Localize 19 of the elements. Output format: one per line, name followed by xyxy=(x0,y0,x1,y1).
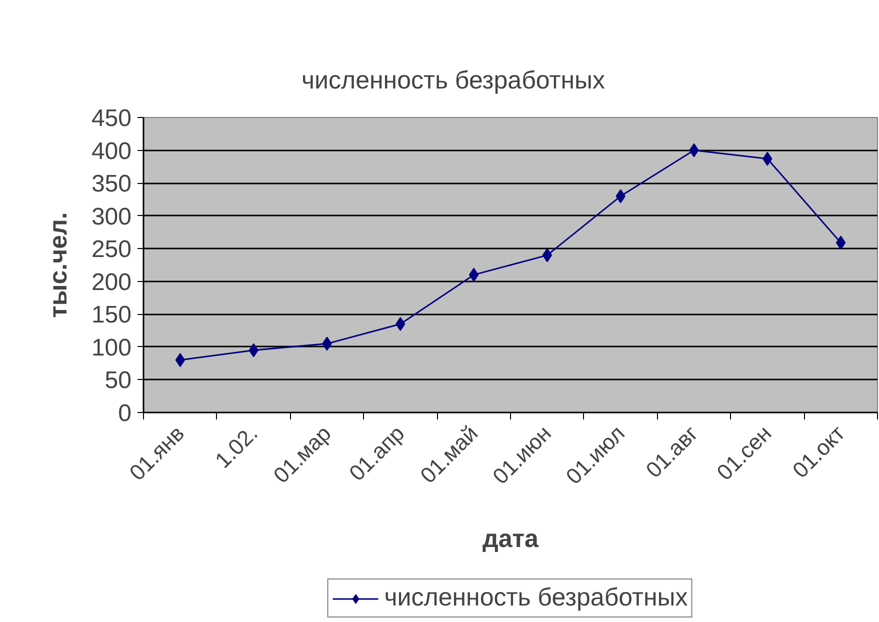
y-tick-label: 100 xyxy=(91,334,132,362)
y-tick-label: 200 xyxy=(91,268,132,296)
legend-label: численность безработных xyxy=(384,584,688,612)
x-axis-title: дата xyxy=(482,524,540,553)
y-tick-label: 0 xyxy=(118,400,132,427)
y-tick-label: 250 xyxy=(91,236,132,264)
y-tick-label: 350 xyxy=(91,170,132,198)
y-tick-label: 400 xyxy=(91,138,132,165)
point xyxy=(468,268,479,282)
chart-title: численность безработных xyxy=(302,66,606,94)
y-tick-label: 150 xyxy=(91,302,132,329)
y-tick-label: 50 xyxy=(104,367,132,394)
y-tick-label: 300 xyxy=(91,203,132,230)
point xyxy=(836,236,846,250)
point xyxy=(396,317,406,331)
point xyxy=(542,248,552,262)
y-axis-title: тыс.чел. xyxy=(44,212,72,318)
point xyxy=(175,353,186,368)
y-tick-label: 450 xyxy=(91,105,132,132)
